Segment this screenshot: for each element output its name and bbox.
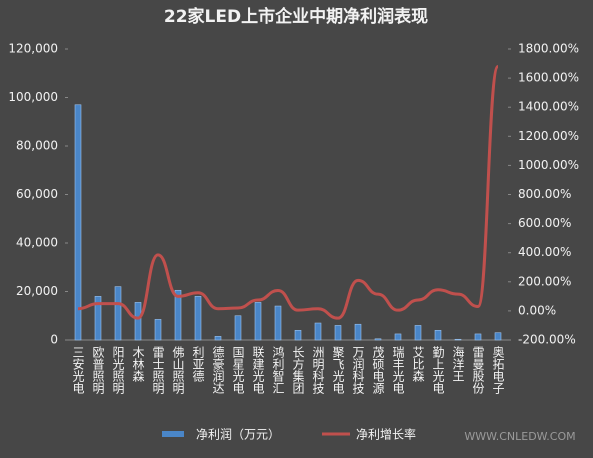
bar <box>454 338 462 341</box>
y2-tick-label: 1600.00% <box>518 71 579 85</box>
x-tick-label: 雷曼股份 <box>471 346 485 394</box>
y-tick-label: 100,000 <box>8 90 58 104</box>
bar <box>214 336 222 341</box>
x-tick-label: 勤上光电 <box>431 346 445 394</box>
watermark: WWW.CNLEDW.COM <box>464 430 575 443</box>
chart-title: 22家LED上市企业中期净利润表现 <box>164 6 428 27</box>
y2-tick-label: 1400.00% <box>518 100 579 114</box>
bar <box>174 289 182 341</box>
line <box>77 64 500 320</box>
bar <box>194 296 202 341</box>
y2-tick-label: 1000.00% <box>518 158 579 172</box>
x-tick-label: 奥拓电子 <box>491 346 505 394</box>
bar <box>74 104 82 341</box>
bar <box>234 315 242 341</box>
bar <box>134 302 142 341</box>
x-tick-label: 德豪润达 <box>211 345 225 394</box>
y-tick-label: 80,000 <box>16 139 58 153</box>
y2-tick-label: 0.00% <box>518 303 556 317</box>
bar <box>494 332 502 341</box>
y2-tick-label: 600.00% <box>518 216 571 230</box>
y-tick-label: 0 <box>50 333 58 347</box>
x-tick-label: 洲明科技 <box>311 346 325 394</box>
bar <box>434 329 442 341</box>
x-tick-label: 三安光电 <box>71 346 85 394</box>
legend-swatch <box>162 431 184 437</box>
x-tick-label: 利亚德 <box>191 346 205 382</box>
x-tick-label: 阳光照明 <box>111 346 125 395</box>
bar <box>154 319 162 341</box>
bar <box>394 333 402 341</box>
y-tick-label: 120,000 <box>8 42 58 56</box>
x-tick-label: 艾比森 <box>411 346 425 382</box>
bar <box>254 302 262 341</box>
bar <box>114 286 122 341</box>
bar <box>334 325 342 341</box>
y2-tick-label: 400.00% <box>518 245 571 259</box>
bar <box>314 322 322 341</box>
legend-label: 净利润（万元） <box>196 428 280 442</box>
bar <box>414 325 422 341</box>
x-tick-label: 国星光电 <box>231 346 245 394</box>
x-tick-label: 万润科技 <box>351 346 365 394</box>
x-tick-label: 聚飞光电 <box>331 346 345 394</box>
x-tick-label: 雷士照明 <box>151 346 165 395</box>
x-tick-label: 欧普照明 <box>91 346 105 395</box>
y2-tick-label: 200.00% <box>518 274 571 288</box>
y2-tick-label: -200.00% <box>518 333 576 347</box>
bar <box>294 329 302 341</box>
bar <box>94 296 102 341</box>
y2-tick-label: 1200.00% <box>518 129 579 143</box>
bar <box>474 333 482 341</box>
y-tick-label: 40,000 <box>16 236 58 250</box>
y2-tick-label: 1800.00% <box>518 42 579 56</box>
bar <box>274 305 282 341</box>
y-tick-label: 20,000 <box>16 284 58 298</box>
y-tick-label: 60,000 <box>16 187 58 201</box>
y2-tick-label: 800.00% <box>518 187 571 201</box>
x-tick-label: 瑞丰光电 <box>391 346 405 394</box>
x-tick-label: 长方集团 <box>291 346 305 395</box>
x-tick-label: 鸿利智汇 <box>271 346 285 394</box>
x-tick-label: 海洋王 <box>451 345 465 382</box>
x-tick-label: 木林森 <box>131 346 145 382</box>
bar <box>354 323 362 341</box>
x-tick-label: 联建光电 <box>251 346 265 394</box>
x-tick-label: 茂硕电源 <box>371 346 385 395</box>
bar <box>374 338 382 341</box>
legend-label: 净利增长率 <box>356 427 416 442</box>
x-tick-label: 佛山照明 <box>171 346 185 395</box>
